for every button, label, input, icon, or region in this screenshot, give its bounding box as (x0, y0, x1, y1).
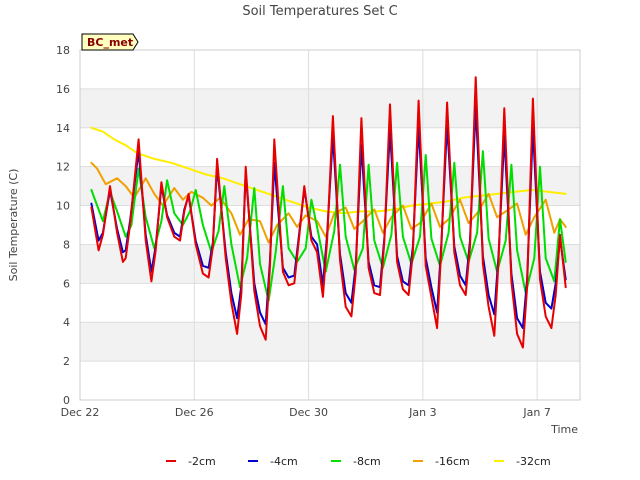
y-tick-label: 8 (63, 238, 70, 251)
series-line-8cm (90, 150, 567, 302)
series-line-32cm (90, 126, 567, 215)
x-tick-labels: Dec 22 Dec 26 Dec 30 Jan 3 Jan 7 (61, 406, 551, 419)
legend-label: -8cm (353, 455, 381, 468)
y-tick-label: 4 (63, 316, 70, 329)
plot-band (80, 88, 580, 128)
legend-label: -16cm (435, 455, 470, 468)
y-tick-label: 12 (56, 161, 70, 174)
station-badge: BC_met (81, 33, 139, 51)
series-line-2cm (90, 76, 567, 349)
y-tick-labels: 0 2 4 6 8 10 12 14 16 18 (56, 44, 70, 407)
y-axis-label: Soil Temperature (C) (7, 169, 20, 282)
series-layer (90, 76, 567, 349)
plot-frame (79, 49, 581, 401)
y-tick-label: 10 (56, 200, 70, 213)
station-badge-label: BC_met (87, 36, 133, 49)
series-line-16cm (90, 161, 567, 244)
y-tick-label: 18 (56, 44, 70, 57)
legend-label: -4cm (270, 455, 298, 468)
chart-title: Soil Temperatures Set C (242, 4, 397, 19)
x-tick-label: Dec 26 (175, 406, 214, 419)
station-badge-box (81, 33, 139, 51)
x-tick-label: Dec 22 (61, 406, 100, 419)
y-tick-label: 6 (63, 277, 70, 290)
legend: -2cm -4cm -8cm -16cm -32cm (166, 455, 551, 468)
plot-band (80, 322, 580, 362)
y-tick-label: 2 (63, 355, 70, 368)
x-axis-label: Time (550, 423, 578, 436)
y-tick-label: 0 (63, 394, 70, 407)
legend-label: -32cm (516, 455, 551, 468)
x-tick-label: Jan 3 (408, 406, 436, 419)
y-tick-label: 16 (56, 83, 70, 96)
y-tick-label: 14 (56, 122, 70, 135)
x-tick-label: Dec 30 (289, 406, 328, 419)
legend-label: -2cm (188, 455, 216, 468)
x-tick-label: Jan 7 (522, 406, 550, 419)
